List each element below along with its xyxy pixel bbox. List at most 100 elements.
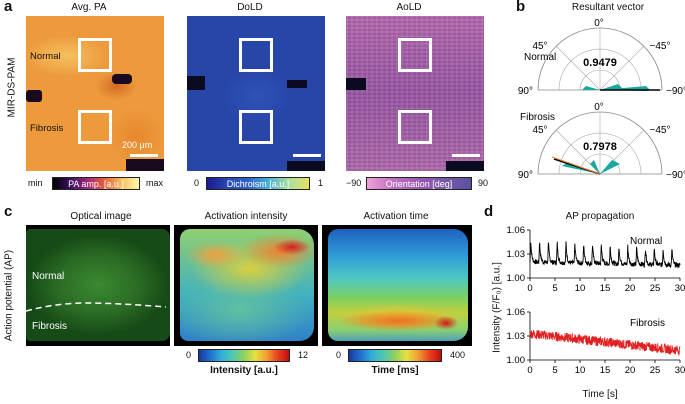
polar-fibrosis: 0° 45° −45° 90° −90° 0.7978 Fibrosis [518, 102, 685, 181]
y-tick-label: 1.00 [507, 273, 526, 284]
angle-top: 0° [594, 18, 604, 29]
y-tick-label: 1.06 [507, 307, 526, 318]
activation-time-image [322, 225, 472, 346]
polar-histogram [562, 160, 620, 174]
panel-d-label: d [484, 203, 494, 220]
cb-aold-min: −90 [346, 178, 362, 188]
angle-right90: −90° [666, 170, 685, 181]
cb-pa-min: min [28, 178, 43, 188]
panel-c-row-label: Action potential (AP) [3, 249, 15, 342]
series-line [529, 329, 681, 356]
scalebar-label: 200 μm [122, 140, 153, 150]
cb-time-title: Time [ms] [371, 365, 419, 376]
angle-right45: −45° [650, 41, 671, 52]
boundary-line [26, 302, 167, 312]
cb-time-max: 400 [450, 350, 466, 360]
title-aold: AoLD [396, 2, 422, 13]
roi-box-fibrosis [398, 110, 432, 144]
polar-axis [599, 45, 645, 91]
cb-int-max: 12 [298, 350, 309, 360]
resultant-value-fibrosis: 0.7978 [583, 141, 617, 153]
dark-spot [446, 161, 484, 171]
cb-int-title: Intensity [a.u.] [210, 365, 278, 376]
time-map [328, 229, 468, 341]
dark-spot [126, 159, 164, 171]
angle-left45: 45° [532, 41, 547, 52]
polar-plots: 0° 45° −45° 90° −90° 0.9479 Normal 0° 45… [518, 18, 685, 181]
dark-spot [187, 76, 205, 90]
panel-c-label: c [4, 203, 13, 220]
panel-a-row-label: MIR-DS-PAM [6, 57, 18, 118]
dashed-boundary [26, 302, 167, 312]
x-tick-label: 0 [527, 365, 532, 376]
roi-box-fibrosis [78, 110, 112, 144]
dark-spot [287, 161, 325, 171]
cb-pa-title: PA amp. [a.u.] [68, 179, 124, 189]
x-tick-label: 15 [600, 365, 611, 376]
panel-a-label: a [4, 0, 13, 15]
dark-spot [112, 74, 132, 84]
cb-pa-max: max [146, 178, 164, 188]
region-fibrosis-label: Fibrosis [30, 123, 64, 134]
dark-spot [26, 90, 42, 102]
title-activation-intensity: Activation intensity [204, 211, 288, 222]
roi-box-normal [239, 38, 273, 72]
title-activation-time: Activation time [363, 211, 429, 222]
optical-normal-label: Normal [32, 271, 65, 282]
polar-normal: 0° 45° −45° 90° −90° 0.9479 Normal [518, 18, 685, 97]
avg-pa-image: Normal Fibrosis 200 μm [26, 16, 164, 171]
scalebar [130, 154, 158, 157]
ap-plot-normal: 1.00 1.03 1.06 0 5 10 15 20 25 30 Normal [507, 225, 685, 294]
y-tick-label: 1.00 [507, 355, 526, 366]
roi-box-normal [398, 38, 432, 72]
angle-right45: −45° [650, 125, 671, 136]
x-tick-label: 25 [650, 365, 661, 376]
series-line [529, 241, 681, 269]
dark-spot [346, 78, 366, 90]
polar-axis [555, 45, 601, 91]
panel-b-label: b [516, 0, 526, 15]
cb-aold-max: 90 [478, 178, 489, 188]
title-optical: Optical image [70, 211, 132, 222]
cb-aold-title: Orientation [deg] [385, 179, 453, 189]
resultant-value-normal: 0.9479 [583, 57, 617, 69]
x-tick-label: 10 [575, 283, 586, 294]
x-tick-label: 5 [552, 365, 557, 376]
colorbar-aold: Orientation [deg] [366, 177, 472, 190]
cb-int-min: 0 [186, 350, 192, 360]
polar-fibrosis-label: Fibrosis [520, 112, 555, 123]
panel-d-title: AP propagation [565, 211, 635, 222]
colorbar-dold: Dichroism [a.u.] [206, 177, 310, 190]
angle-top: 0° [594, 102, 604, 113]
y-tick-label: 1.06 [507, 225, 526, 236]
x-tick-label: 10 [575, 365, 586, 376]
optical-fibrosis-label: Fibrosis [32, 321, 68, 332]
cb-dold-title: Dichroism [a.u.] [226, 179, 290, 189]
activation-intensity-image [174, 225, 318, 346]
scalebar [293, 154, 321, 157]
colorbar-intensity [198, 349, 290, 362]
dold-image [187, 16, 325, 171]
panel-d-xlabel: Time [s] [582, 389, 618, 400]
optical-image: Normal Fibrosis [26, 225, 170, 346]
roi-box-fibrosis [239, 110, 273, 144]
title-avg-pa: Avg. PA [71, 2, 107, 13]
title-dold: DoLD [237, 2, 263, 13]
x-tick-label: 15 [600, 283, 611, 294]
colorbar-pa: PA amp. [a.u.] [52, 177, 140, 190]
angle-right90: −90° [666, 86, 685, 97]
x-tick-label: 30 [675, 365, 685, 376]
series-label: Normal [630, 236, 662, 247]
polar-axis [555, 129, 601, 175]
mean-direction-line [551, 156, 601, 175]
tissue [26, 229, 170, 341]
y-tick-label: 1.03 [507, 249, 526, 260]
angle-left45: 45° [532, 125, 547, 136]
cb-time-min: 0 [336, 350, 342, 360]
cb-dold-min: 0 [194, 178, 200, 188]
intensity-map [180, 229, 314, 341]
scalebar [452, 154, 480, 157]
cb-dold-max: 1 [318, 178, 324, 188]
x-tick-label: 0 [527, 283, 532, 294]
